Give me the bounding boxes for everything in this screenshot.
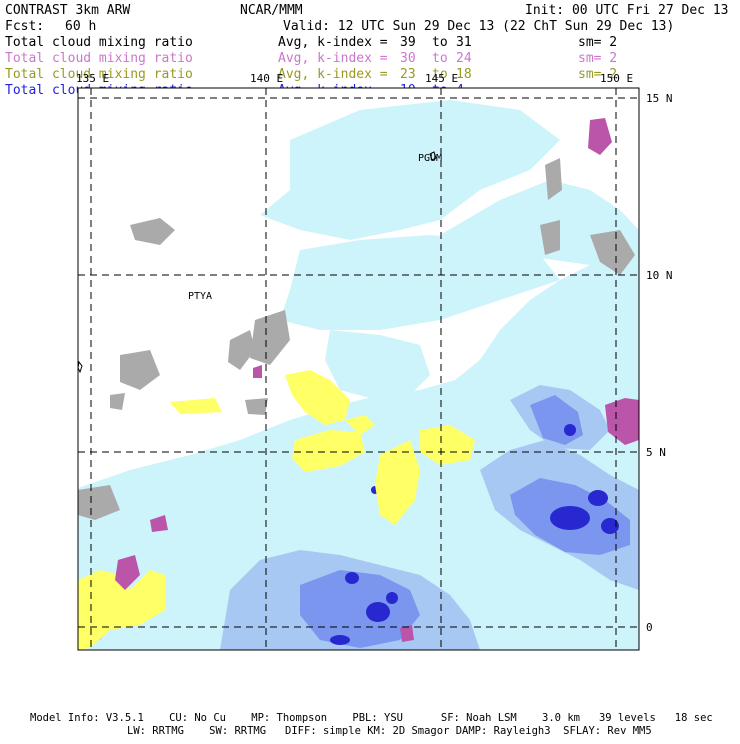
lon-label-145e: 145 E	[425, 72, 458, 85]
legend-kindex: Avg, k-index =	[278, 35, 388, 50]
legend-row-black: Total cloud mixing ratio Avg, k-index = …	[5, 35, 617, 50]
header: CONTRAST 3km ARW NCAR/MMM Init: 00 UTC F…	[5, 3, 729, 34]
legend-kindex: Avg, k-index =	[278, 51, 388, 66]
station-ptya: PTYA	[188, 291, 212, 302]
legend-row-olive: Total cloud mixing ratio Avg, k-index = …	[5, 67, 617, 82]
map-frame	[77, 87, 640, 651]
legend-from: 30	[400, 51, 416, 66]
legend-to: 31	[456, 35, 472, 50]
legend-row-pink: Total cloud mixing ratio Avg, k-index = …	[5, 51, 617, 66]
lat-label-15n: 15 N	[646, 92, 673, 105]
legend-to: 18	[456, 67, 472, 82]
longitude-labels: 135 E 140 E 145 E 150 E	[76, 72, 633, 85]
legend-to-word: to	[432, 51, 448, 66]
lon-label-150e: 150 E	[600, 72, 633, 85]
model-info-line1: Model Info: V3.5.1 CU: No Cu MP: Thompso…	[30, 712, 713, 724]
lat-label-0: 0	[646, 621, 653, 634]
legend-to: 24	[456, 51, 472, 66]
lon-label-135e: 135 E	[76, 72, 109, 85]
lat-label-5n: 5 N	[646, 446, 666, 459]
legend-field: Total cloud mixing ratio	[5, 67, 193, 82]
forecast-hour-value: 60 h	[65, 19, 96, 34]
model-title: CONTRAST 3km ARW	[5, 3, 130, 18]
legend-field: Total cloud mixing ratio	[5, 51, 193, 66]
legend-sm: sm= 2	[578, 67, 617, 82]
graticule	[78, 88, 639, 650]
legend-from: 39	[400, 35, 416, 50]
latitude-labels: 15 N 10 N 5 N 0	[646, 92, 673, 634]
station-pgum: PGUM	[418, 153, 442, 164]
valid-time: Valid: 12 UTC Sun 29 Dec 13 (22 ChT Sun …	[283, 19, 674, 34]
forecast-hour-label: Fcst:	[5, 19, 44, 34]
legend-to-word: to	[432, 35, 448, 50]
footer: Model Info: V3.5.1 CU: No Cu MP: Thompso…	[30, 712, 713, 737]
model-info-line2: LW: RRTMG SW: RRTMG DIFF: simple KM: 2D …	[127, 725, 652, 737]
legend-sm: sm= 2	[578, 51, 617, 66]
legend-from: 23	[400, 67, 416, 82]
legend-field: Total cloud mixing ratio	[5, 35, 193, 50]
guam-island	[429, 151, 437, 161]
map-area: PGUM PTYA	[78, 88, 639, 650]
legend-sm: sm= 2	[578, 35, 617, 50]
yellow-cloud-patches	[78, 370, 475, 650]
gray-cloud-patches	[78, 158, 635, 520]
legend-to-word: to	[432, 67, 448, 82]
lat-label-10n: 10 N	[646, 269, 673, 282]
legend-kindex: Avg, k-index =	[278, 67, 388, 82]
center-label: NCAR/MMM	[240, 3, 303, 18]
init-time: Init: 00 UTC Fri 27 Dec 13	[525, 3, 729, 18]
lon-label-140e: 140 E	[250, 72, 283, 85]
purple-cloud-patches	[115, 118, 639, 642]
station-labels: PGUM PTYA	[188, 153, 442, 302]
